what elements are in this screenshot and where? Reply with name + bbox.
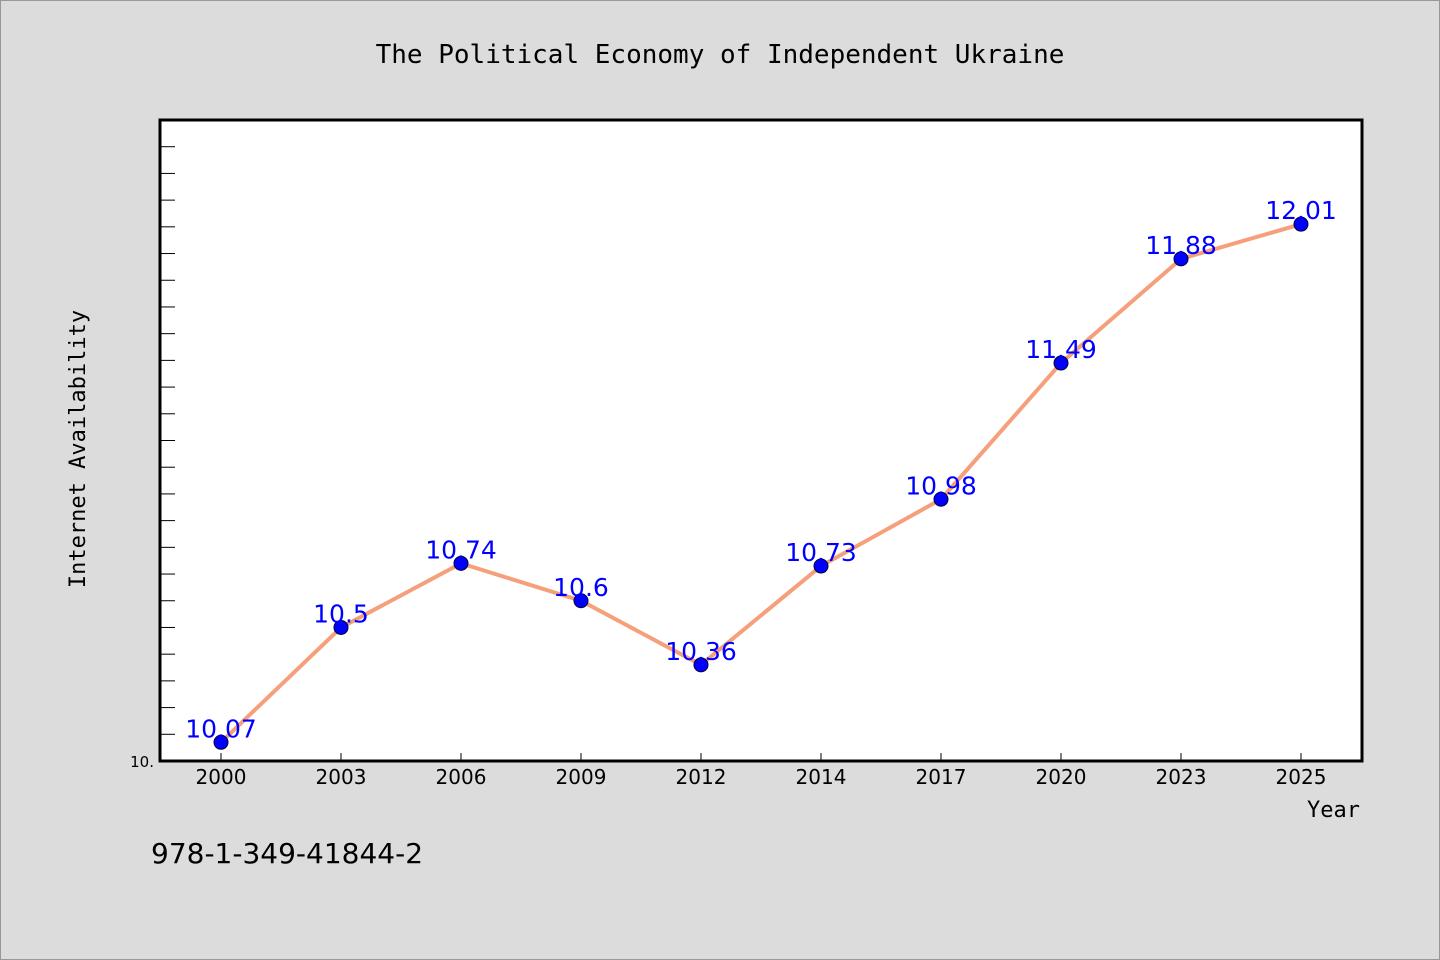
x-tick-label: 2000 (196, 765, 247, 789)
y-axis-label: Internet Availability (66, 310, 91, 588)
series-line-group (219, 222, 1303, 745)
data-point-marker (933, 491, 949, 507)
x-tick-label: 2023 (1156, 765, 1207, 789)
data-label: 10.98 (905, 471, 977, 500)
chart-title: The Political Economy of Independent Ukr… (376, 40, 1065, 70)
y-axis-ticks (160, 146, 175, 735)
data-point-marker (1173, 251, 1189, 267)
data-point-marker (573, 593, 589, 609)
x-tick-label: 2020 (1036, 765, 1087, 789)
data-label: 10.07 (185, 714, 257, 743)
x-axis-label: Year (1307, 798, 1360, 823)
y-tick-label: 10. (130, 753, 154, 771)
data-point-marker (1293, 216, 1309, 232)
data-point-marker (813, 558, 829, 574)
data-label: 10.36 (665, 637, 737, 666)
data-label: 10.6 (553, 573, 609, 602)
isbn-footer: 978-1-349-41844-2 (151, 837, 423, 870)
data-point-marker (1053, 355, 1069, 371)
x-tick-label: 2014 (796, 765, 847, 789)
data-point-marker (213, 734, 229, 750)
x-tick-label: 2017 (916, 765, 967, 789)
data-labels-group: 10.07 10.5 10.74 10.6 10.36 10.73 10.98 11.49 11… (185, 196, 1337, 743)
series-line (219, 222, 1303, 745)
data-label: 11.49 (1025, 335, 1097, 364)
data-label: 10.73 (785, 538, 857, 567)
data-point-marker (693, 657, 709, 673)
x-tick-label: 2012 (676, 765, 727, 789)
data-label: 10.74 (425, 535, 497, 564)
markers-group (213, 216, 1309, 750)
data-label: 11.88 (1145, 231, 1217, 260)
data-point-marker (453, 555, 469, 571)
data-point-marker (333, 619, 349, 635)
plot-area (158, 118, 1364, 763)
data-label: 12.01 (1265, 196, 1337, 225)
x-axis-ticks: 2000 2003 2006 2009 2012 2014 2017 2020 2023 2025 (196, 753, 1327, 789)
x-tick-label: 2006 (436, 765, 487, 789)
data-label: 10.5 (313, 599, 369, 628)
x-tick-label: 2025 (1276, 765, 1327, 789)
x-tick-label: 2003 (316, 765, 367, 789)
x-tick-label: 2009 (556, 765, 607, 789)
